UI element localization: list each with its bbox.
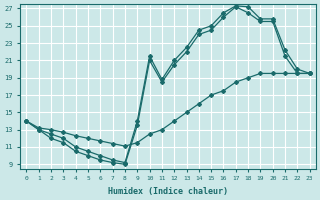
X-axis label: Humidex (Indice chaleur): Humidex (Indice chaleur)	[108, 187, 228, 196]
